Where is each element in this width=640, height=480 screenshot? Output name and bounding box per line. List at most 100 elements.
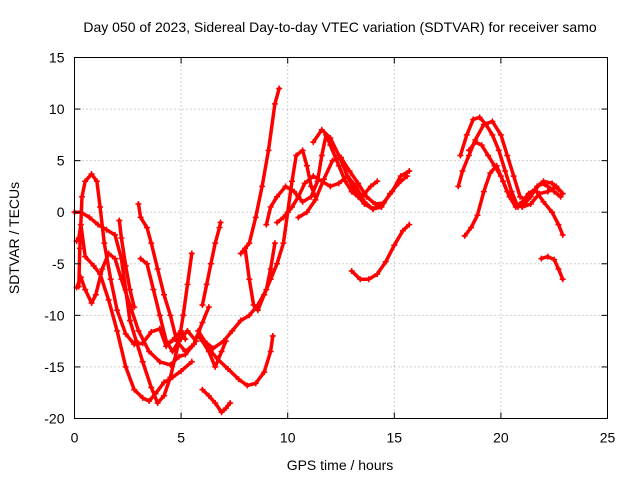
data-point xyxy=(93,178,100,185)
data-point xyxy=(163,338,170,345)
data-point xyxy=(242,245,249,252)
data-point xyxy=(312,196,319,203)
data-point xyxy=(254,307,261,314)
data-point xyxy=(167,374,174,381)
data-point xyxy=(553,183,560,190)
data-point xyxy=(122,363,129,370)
data-point xyxy=(235,376,242,383)
data-point xyxy=(478,142,485,149)
data-point xyxy=(137,255,144,262)
data-point xyxy=(169,337,176,344)
data-point xyxy=(261,369,268,376)
data-point xyxy=(261,291,268,298)
series-line xyxy=(136,202,194,354)
data-point xyxy=(491,162,498,169)
series-arc-23 xyxy=(465,139,566,211)
x-axis-label: GPS time / hours xyxy=(287,457,394,473)
data-point xyxy=(482,121,489,128)
y-tick-label: -5 xyxy=(52,256,65,272)
series-arc-5 xyxy=(116,217,138,311)
data-point xyxy=(497,131,504,138)
data-point xyxy=(468,224,475,231)
series-arc-19 xyxy=(348,221,413,283)
data-point xyxy=(374,178,381,185)
series-line xyxy=(196,334,275,388)
data-point xyxy=(299,198,306,205)
data-point xyxy=(365,276,372,283)
data-point xyxy=(327,134,334,141)
data-point xyxy=(271,240,278,247)
data-point xyxy=(269,332,276,339)
data-point xyxy=(310,139,317,146)
data-point xyxy=(218,409,225,416)
data-point xyxy=(154,400,161,407)
data-point xyxy=(103,226,110,233)
series-arc-17 xyxy=(295,154,413,221)
series-arc-7 xyxy=(137,250,195,355)
data-point xyxy=(114,327,121,334)
data-point xyxy=(88,299,95,306)
data-point xyxy=(212,400,219,407)
data-point xyxy=(557,193,564,200)
data-point xyxy=(175,338,182,345)
data-point xyxy=(199,319,206,326)
data-point xyxy=(143,224,150,231)
data-point xyxy=(318,126,325,133)
data-point xyxy=(86,214,93,221)
data-point xyxy=(361,200,368,207)
y-tick-label: 15 xyxy=(49,50,65,66)
data-point xyxy=(465,152,472,159)
data-point xyxy=(559,190,566,197)
data-point xyxy=(148,384,155,391)
data-point xyxy=(536,190,543,197)
data-point xyxy=(252,214,259,221)
data-point xyxy=(199,338,206,345)
data-point xyxy=(143,260,150,267)
data-point xyxy=(78,193,85,200)
data-point xyxy=(90,262,97,269)
y-tick-label: 5 xyxy=(57,153,65,169)
data-point xyxy=(504,152,511,159)
data-point xyxy=(502,167,509,174)
data-point xyxy=(101,240,108,247)
data-point xyxy=(246,240,253,247)
data-point xyxy=(216,224,223,231)
data-point xyxy=(320,176,327,183)
data-point xyxy=(310,173,317,180)
data-point xyxy=(470,116,477,123)
data-point xyxy=(267,265,274,272)
grid-layer xyxy=(74,57,608,419)
data-point xyxy=(182,348,189,355)
data-point xyxy=(94,221,101,228)
data-point xyxy=(480,188,487,195)
y-tick-label: -20 xyxy=(44,411,64,427)
data-point xyxy=(205,348,212,355)
data-point xyxy=(510,198,517,205)
data-point xyxy=(246,312,253,319)
data-point xyxy=(487,170,494,177)
data-point xyxy=(161,392,168,399)
data-point xyxy=(252,380,259,387)
series-arc-24 xyxy=(538,253,566,283)
data-point xyxy=(308,193,315,200)
data-point xyxy=(184,281,191,288)
data-point xyxy=(274,219,281,226)
series-line xyxy=(349,222,411,282)
data-point xyxy=(122,330,129,337)
series-line xyxy=(458,115,561,209)
data-point xyxy=(161,291,168,298)
data-point xyxy=(203,281,210,288)
series-line xyxy=(243,148,318,312)
data-point xyxy=(133,338,140,345)
tick-layer: 0 5 10 15 20 25 -20 -15 -10 -5 0 5 10 15 xyxy=(44,50,615,446)
data-point xyxy=(146,348,153,355)
data-point xyxy=(184,327,191,334)
data-point xyxy=(472,139,479,146)
data-point xyxy=(265,147,272,154)
series-line xyxy=(239,86,281,256)
data-point xyxy=(318,152,325,159)
series-arc-13 xyxy=(237,85,283,257)
data-point xyxy=(335,162,342,169)
data-point xyxy=(527,193,534,200)
data-point xyxy=(282,183,289,190)
